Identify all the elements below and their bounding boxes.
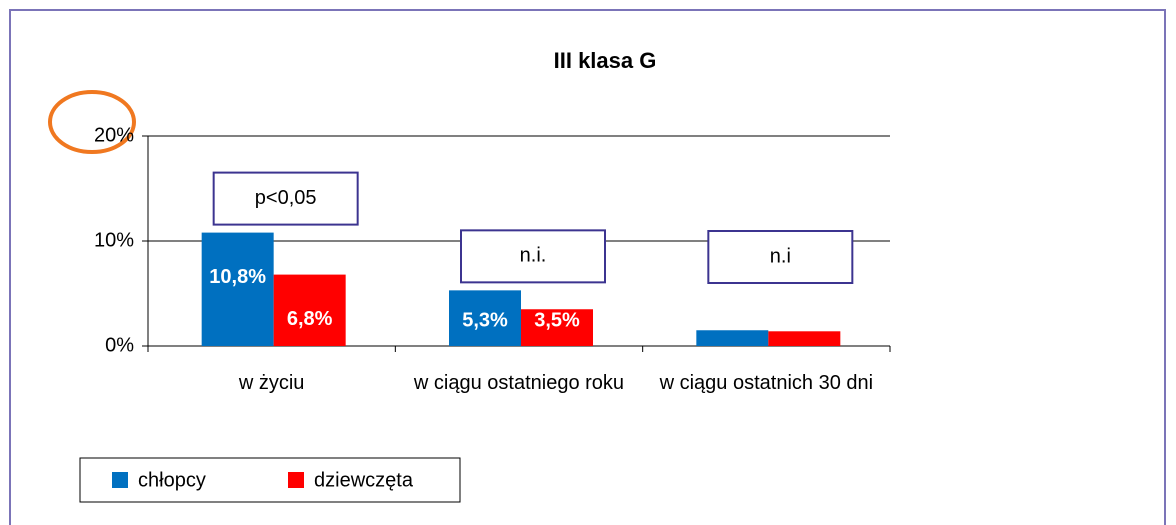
bar xyxy=(449,290,521,346)
annotation: n.i xyxy=(770,245,791,267)
x-tick-label: w życiu xyxy=(238,372,305,394)
data-label: 3,5% xyxy=(534,309,580,331)
chart-title: III klasa G xyxy=(554,48,657,73)
data-label: 1,5% xyxy=(710,309,756,331)
annotation: p<0,05 xyxy=(255,187,317,209)
data-label: 5,3% xyxy=(462,309,508,331)
bar xyxy=(696,330,769,346)
annotation-box xyxy=(460,229,606,284)
y-tick-label: 0% xyxy=(105,334,134,356)
bar xyxy=(521,309,593,346)
x-tick-label: w ciągu ostatniego roku xyxy=(413,372,625,394)
data-label: 6,8% xyxy=(287,308,333,330)
legend-box xyxy=(79,457,461,503)
annotation-box xyxy=(707,230,854,284)
bar xyxy=(201,232,274,346)
bar xyxy=(273,274,346,346)
annotation-box xyxy=(212,171,359,226)
legend-swatch xyxy=(288,472,304,488)
legend-label: chłopcy xyxy=(138,469,206,491)
y-tick-label: 20% xyxy=(94,124,134,146)
annotation: n.i. xyxy=(520,245,547,267)
frame xyxy=(9,9,1166,525)
bar xyxy=(768,331,841,346)
legend-swatch xyxy=(112,472,128,488)
legend-label: dziewczęta xyxy=(314,469,414,491)
x-tick-label: w ciągu ostatnich 30 dni xyxy=(659,372,874,394)
data-label: 1,4% xyxy=(782,309,828,331)
y-tick-label: 10% xyxy=(94,229,134,251)
data-label: 10,8% xyxy=(209,266,266,288)
highlight-circle xyxy=(48,90,136,154)
